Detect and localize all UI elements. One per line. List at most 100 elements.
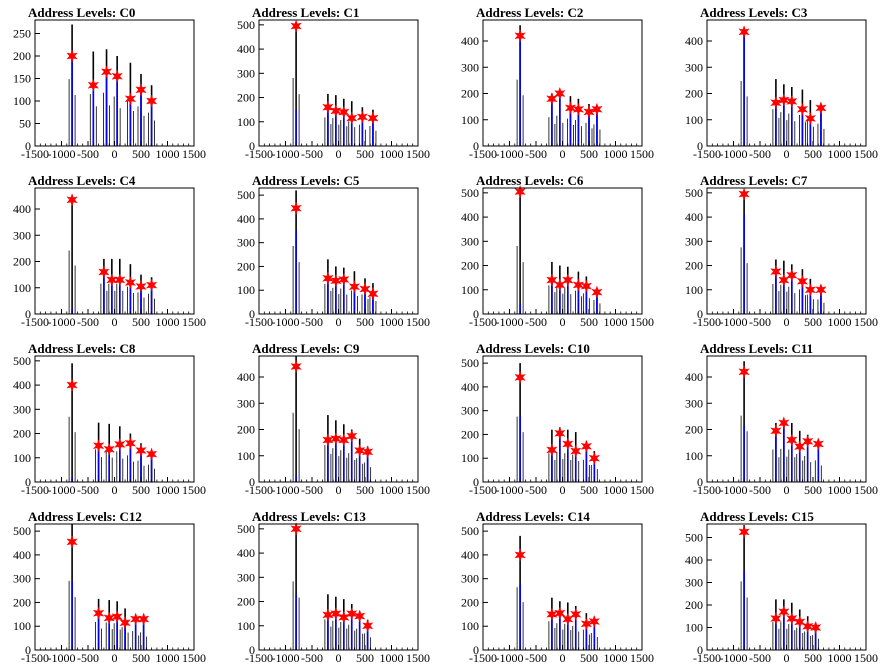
x-tick-label: 1000: [828, 483, 852, 497]
x-tick-label: -1000: [272, 651, 300, 665]
chart-panel: Address Levels: C0 -1500 -1000 -500 0 500 1000…: [0, 0, 224, 168]
x-tick-label: 1500: [182, 315, 206, 329]
x-tick-label: 0: [784, 147, 790, 161]
peak-marker-star: [290, 359, 302, 374]
x-tick-label: 1500: [406, 483, 430, 497]
chart-svg: -1500-1000 -500 0 500 1000 1500 0 100 200 300 400 5…: [685, 523, 878, 665]
x-tick-label: 0: [560, 483, 566, 497]
chart-panel: Address Levels: C8 -1500 -1000 -500 0 500 1000…: [0, 336, 224, 504]
peak-marker-star: [338, 272, 350, 287]
peak-marker-star: [546, 607, 558, 621]
x-tick-label: -1500: [245, 651, 273, 665]
peak-marker-star: [356, 110, 369, 124]
peak-marker-star: [815, 283, 827, 297]
peak-marker-star: [770, 264, 782, 279]
chart-panel: Address Levels: C3 -1500 -1000 -500 0 500 1000…: [672, 0, 896, 168]
chart-svg: -1500-1000 -500 0 500 1000 1500 0 50 100 150 200 25…: [13, 19, 206, 161]
y-tick-label: 100: [237, 449, 255, 463]
x-tick-label: -500: [77, 483, 99, 497]
chart-svg: -1500-1000 -500 0 500 1000 1500 0 100 200 300 400: [13, 187, 206, 329]
x-tick-label: -1500: [21, 651, 49, 665]
peak-marker-star: [124, 275, 137, 290]
peak-marker-star: [346, 111, 358, 125]
chart-svg: -1500-1000 -500 0 500 1000 1500 0 100 200 300 400 5…: [237, 18, 430, 161]
peak-marker-star: [137, 612, 150, 626]
y-tick-label: 300: [685, 60, 703, 74]
y-tick-label: 150: [13, 72, 31, 86]
y-tick-label: 0: [25, 139, 31, 153]
peak-marker-star: [322, 271, 334, 285]
peak-marker-star: [738, 525, 750, 539]
chart-title: Address Levels: C3: [700, 5, 808, 20]
x-tick-label: 500: [804, 483, 822, 497]
y-tick-label: 500: [237, 18, 255, 32]
chart-panel: Address Levels: C14 -1500 -1000 -500 0 500 100…: [448, 504, 672, 672]
x-tick-label: -500: [525, 651, 547, 665]
peak-marker-star: [786, 94, 798, 109]
y-tick-label: 300: [237, 570, 255, 584]
y-tick-label: 200: [237, 595, 255, 609]
peak-marker-star: [570, 444, 582, 458]
peak-marker-star: [801, 434, 814, 448]
peak-marker-star: [135, 83, 147, 97]
x-tick-label: 500: [580, 483, 598, 497]
chart-title: Address Levels: C5: [252, 173, 360, 188]
x-tick-label: 0: [336, 147, 342, 161]
peak-marker-star: [338, 610, 350, 624]
peak-marker-star: [135, 443, 147, 458]
x-tick-label: -1500: [469, 483, 497, 497]
peak-marker-star: [367, 111, 379, 125]
y-tick-label: 400: [685, 210, 703, 224]
y-tick-label: 0: [249, 475, 255, 489]
x-tick-label: 1500: [854, 147, 878, 161]
chart-title: Address Levels: C6: [476, 173, 584, 188]
y-tick-label: 400: [237, 212, 255, 226]
y-tick-label: 400: [13, 548, 31, 562]
x-tick-label: 500: [580, 147, 598, 161]
peak-marker-star: [786, 268, 798, 282]
y-tick-label: 0: [473, 643, 479, 657]
peak-marker-star: [562, 273, 574, 287]
y-tick-label: 100: [13, 619, 31, 633]
y-tick-label: 400: [237, 42, 255, 56]
peak-marker-star: [546, 92, 558, 106]
peak-marker-star: [92, 606, 105, 620]
x-tick-label: 500: [356, 483, 374, 497]
y-tick-label: 400: [237, 546, 255, 560]
x-tick-label: 1000: [828, 651, 852, 665]
chart-svg: -1500-1000 -500 0 500 1000 1500 0 100 200 300 400: [685, 355, 878, 497]
x-tick-label: 500: [132, 315, 150, 329]
peak-marker-star: [330, 607, 342, 621]
y-tick-label: 0: [473, 307, 479, 321]
peak-marker-star: [804, 111, 817, 126]
y-tick-label: 300: [461, 234, 479, 248]
chart-title: Address Levels: C1: [252, 5, 360, 20]
y-tick-label: 200: [13, 427, 31, 441]
y-tick-label: 0: [473, 475, 479, 489]
chart-panel: Address Levels: C11 -1500 -1000 -500 0 500 100…: [672, 336, 896, 504]
peak-marker-star: [562, 437, 574, 451]
x-tick-label: -500: [77, 315, 99, 329]
y-tick-label: 300: [685, 234, 703, 248]
y-tick-label: 500: [237, 522, 255, 536]
chart-panel: Address Levels: C7 -1500 -1000 -500 0 500 1000…: [672, 168, 896, 336]
y-tick-label: 300: [461, 60, 479, 74]
chart-panel: Address Levels: C12 -1500 -1000 -500 0 500 100…: [0, 504, 224, 672]
y-tick-label: 0: [249, 643, 255, 657]
x-tick-label: -1000: [48, 651, 76, 665]
y-tick-label: 300: [13, 228, 31, 242]
x-tick-label: -1000: [720, 147, 748, 161]
x-tick-label: -1500: [245, 147, 273, 161]
y-tick-label: 300: [237, 396, 255, 410]
y-tick-label: 300: [461, 572, 479, 586]
x-tick-label: 0: [784, 315, 790, 329]
peak-marker-star: [111, 610, 123, 624]
peak-marker-star: [66, 193, 78, 207]
x-tick-label: 1000: [156, 147, 180, 161]
x-tick-label: 0: [560, 147, 566, 161]
x-tick-label: -1000: [720, 483, 748, 497]
x-tick-label: -1500: [693, 315, 721, 329]
y-tick-label: 300: [685, 396, 703, 410]
peak-marker-star: [98, 265, 110, 279]
